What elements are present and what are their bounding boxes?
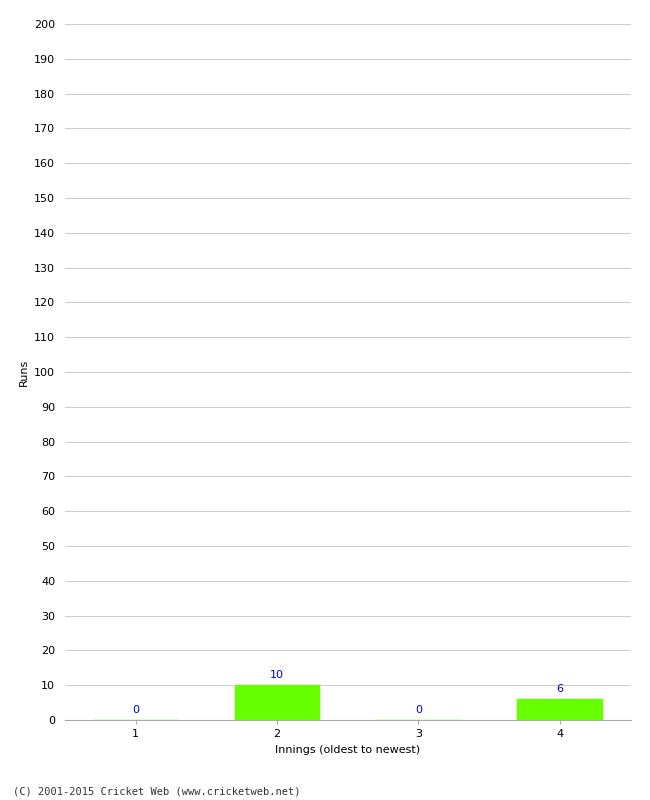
Bar: [517, 699, 602, 720]
Text: 0: 0: [415, 705, 422, 714]
Text: 0: 0: [132, 705, 139, 714]
Bar: [235, 685, 319, 720]
Text: 10: 10: [270, 670, 284, 680]
Text: 6: 6: [556, 684, 564, 694]
X-axis label: Innings (oldest to newest): Innings (oldest to newest): [275, 745, 421, 754]
Y-axis label: Runs: Runs: [19, 358, 29, 386]
Text: (C) 2001-2015 Cricket Web (www.cricketweb.net): (C) 2001-2015 Cricket Web (www.cricketwe…: [13, 786, 300, 796]
